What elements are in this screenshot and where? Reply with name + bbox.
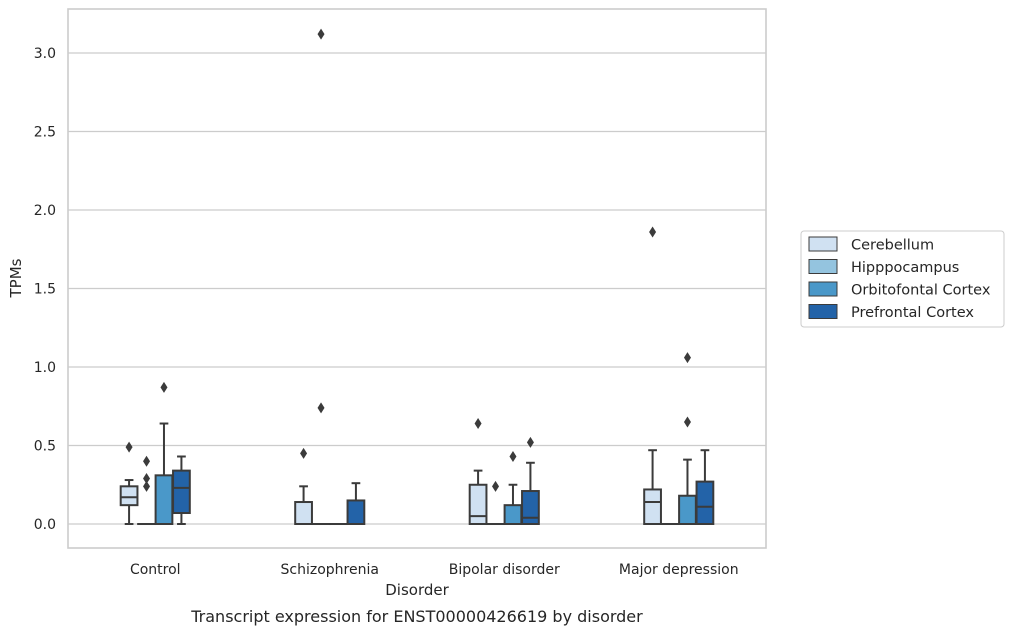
x-tick-label: Schizophrenia — [281, 562, 379, 578]
outlier-marker — [683, 352, 691, 364]
legend-label: Orbitofontal Cortex — [851, 283, 991, 299]
box-0-0 — [119, 441, 139, 525]
outlier-marker — [683, 416, 691, 428]
box — [503, 504, 523, 526]
box — [119, 485, 139, 507]
outlier-marker — [125, 441, 133, 453]
box-0-3 — [643, 226, 662, 525]
box-1-1 — [311, 28, 331, 526]
outlier-marker — [509, 450, 517, 462]
outlier-marker — [649, 226, 657, 238]
y-tick-label: 3.0 — [34, 46, 56, 62]
grid — [68, 52, 766, 525]
box — [521, 490, 540, 525]
box-3-3 — [695, 449, 715, 525]
box-2-0 — [154, 381, 174, 525]
box-2-3 — [678, 352, 697, 525]
y-tick-label: 0.5 — [34, 439, 56, 455]
y-tick-labels: 0.0 0.5 1.0 1.5 2.0 2.5 3.0 — [34, 46, 56, 533]
legend-label: Hipppocampus — [851, 260, 959, 276]
x-axis-label: Disorder — [385, 581, 449, 599]
box-3-1 — [346, 482, 366, 526]
legend-label: Prefrontal Cortex — [851, 305, 974, 321]
y-axis-label: TPMs — [7, 258, 25, 298]
box — [695, 480, 715, 525]
chart-caption: Transcript expression for ENST0000042661… — [190, 607, 643, 626]
box-3-0 — [172, 455, 191, 525]
legend-label: Cerebellum — [851, 238, 934, 254]
plot-background — [68, 9, 766, 548]
outlier-marker — [317, 402, 325, 414]
box — [172, 469, 191, 515]
outlier-marker — [143, 472, 151, 484]
outlier-marker — [160, 381, 168, 393]
box-0-1 — [294, 447, 313, 525]
box-3-2 — [521, 436, 540, 525]
y-tick-label: 2.5 — [34, 125, 56, 141]
box — [678, 494, 697, 525]
outlier-marker — [143, 455, 151, 467]
box — [154, 474, 174, 525]
y-tick-label: 2.0 — [34, 203, 56, 219]
legend-swatch — [808, 304, 838, 319]
legend-swatch — [808, 281, 838, 297]
box — [643, 488, 662, 525]
plot-frame — [67, 8, 767, 549]
x-tick-labels: Control Schizophrenia Bipolar disorder Majo… — [130, 562, 739, 578]
box-0-2 — [468, 418, 488, 525]
x-tick-label: Bipolar disorder — [449, 562, 560, 578]
x-tick-label: Major depression — [619, 562, 739, 578]
box — [294, 501, 313, 525]
legend: Cerebellum Hipppocampus Orbitofontal Corte… — [800, 230, 1005, 328]
box — [346, 499, 366, 526]
legend-swatch — [808, 259, 838, 274]
outlier-marker — [474, 418, 482, 430]
outlier-marker — [526, 436, 534, 448]
y-tick-label: 1.0 — [34, 360, 56, 376]
box-plots — [119, 28, 715, 526]
legend-frame — [800, 230, 1005, 328]
x-tick-label: Control — [130, 562, 181, 578]
legend-swatch — [808, 236, 838, 252]
y-tick-label: 0.0 — [34, 517, 56, 533]
outlier-marker — [143, 480, 151, 492]
outlier-marker — [492, 480, 500, 492]
outlier-marker — [317, 28, 325, 40]
box-1-0 — [137, 455, 156, 526]
y-tick-label: 1.5 — [34, 282, 56, 298]
box — [468, 483, 488, 525]
outlier-marker — [300, 447, 308, 459]
